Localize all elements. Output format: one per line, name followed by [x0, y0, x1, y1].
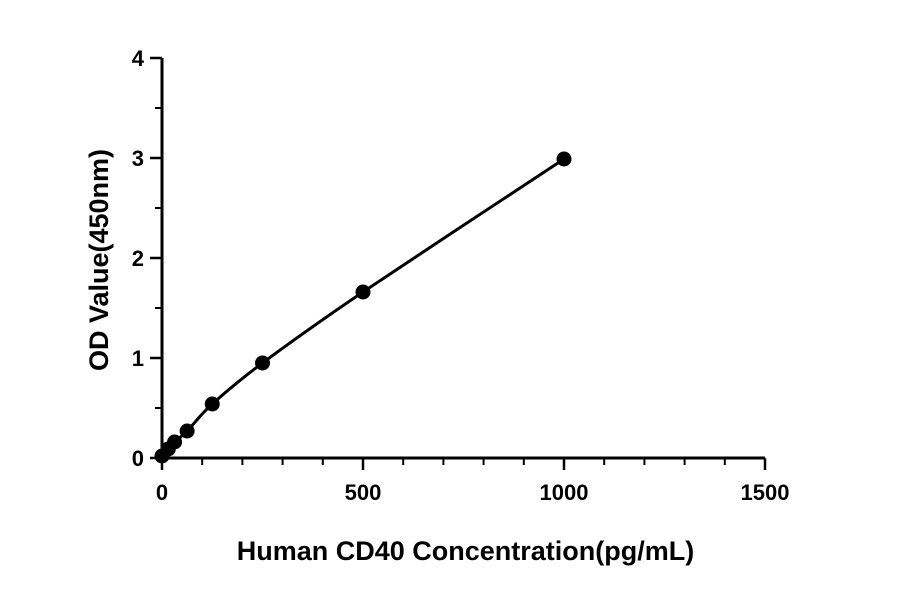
data-point — [179, 423, 195, 439]
y-tick-label: 2 — [132, 246, 144, 271]
fit-curve — [160, 157, 565, 458]
y-axis-ticks — [150, 56, 162, 460]
y-tick-label: 1 — [132, 346, 144, 371]
data-point — [204, 396, 220, 412]
x-axis-title: Human CD40 Concentration(pg/mL) — [237, 536, 695, 566]
x-axis-ticks — [160, 458, 767, 470]
x-tick-label: 500 — [345, 480, 382, 505]
y-axis-title: OD Value(450nm) — [84, 149, 114, 371]
y-axis-tick-labels: 0 1 2 3 4 — [132, 46, 145, 471]
data-point — [255, 355, 270, 371]
data-point — [556, 151, 572, 167]
y-tick-label: 3 — [132, 146, 144, 171]
data-point — [355, 284, 371, 300]
x-tick-label: 1000 — [540, 480, 589, 505]
y-tick-label: 0 — [132, 446, 144, 471]
x-axis-tick-labels: 0 500 1000 1500 — [156, 480, 790, 505]
x-tick-label: 0 — [156, 480, 168, 505]
data-point — [167, 434, 183, 450]
x-tick-label: 1500 — [741, 480, 790, 505]
data-points — [154, 151, 572, 464]
y-tick-label: 4 — [132, 46, 145, 71]
